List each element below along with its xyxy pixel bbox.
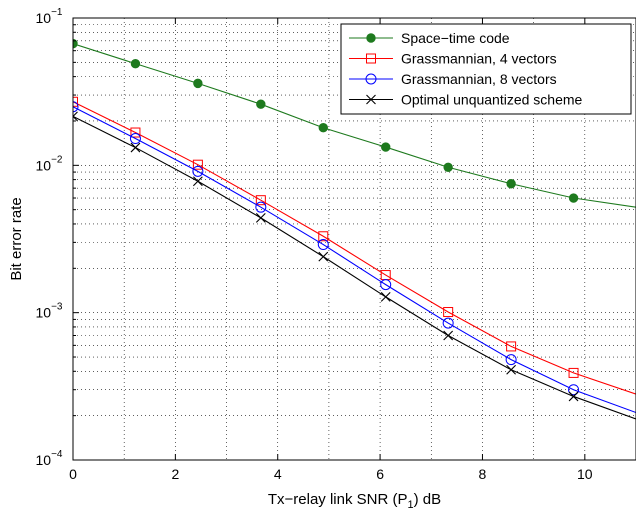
data-point bbox=[506, 364, 517, 375]
data-point bbox=[73, 96, 78, 107]
data-point bbox=[568, 391, 579, 402]
x-tick-label: 8 bbox=[479, 466, 487, 482]
x-tick-label: 6 bbox=[376, 466, 384, 482]
data-point bbox=[73, 101, 79, 113]
series-layer bbox=[73, 38, 636, 420]
data-point bbox=[130, 142, 141, 153]
x-tick-label: 2 bbox=[171, 466, 179, 482]
x-axis-label: Tx−relay link SNR (P1) dB bbox=[268, 491, 441, 511]
data-point bbox=[506, 179, 516, 189]
y-tick-label: 10−1 bbox=[36, 7, 63, 26]
data-point bbox=[380, 291, 391, 302]
data-point bbox=[130, 127, 141, 138]
series-line bbox=[73, 43, 636, 208]
data-point bbox=[318, 251, 329, 262]
x-tick-label: 4 bbox=[274, 466, 282, 482]
series-line bbox=[73, 101, 636, 395]
series-1 bbox=[73, 96, 636, 395]
data-point bbox=[255, 212, 266, 223]
data-point bbox=[317, 239, 329, 251]
data-point bbox=[318, 123, 328, 133]
legend-label: Space−time code bbox=[401, 30, 510, 46]
data-point bbox=[129, 133, 141, 145]
data-point bbox=[443, 307, 454, 318]
x-tick-label: 0 bbox=[69, 466, 77, 482]
x-tick-label: 10 bbox=[577, 466, 593, 482]
data-point bbox=[568, 384, 580, 396]
grid bbox=[73, 18, 636, 460]
data-point bbox=[568, 193, 579, 203]
data-point bbox=[192, 165, 204, 177]
data-point bbox=[130, 58, 141, 69]
series-0 bbox=[73, 38, 636, 208]
series-2 bbox=[73, 101, 636, 414]
y-tick-label: 10−3 bbox=[36, 302, 63, 321]
ticks bbox=[72, 18, 586, 461]
data-point bbox=[568, 367, 579, 378]
data-point bbox=[381, 142, 391, 152]
data-point bbox=[443, 162, 453, 172]
y-axis-label: Bit error rate bbox=[8, 197, 25, 280]
legend-marker bbox=[366, 53, 376, 64]
y-tick-label: 10−4 bbox=[36, 449, 63, 468]
data-point bbox=[443, 330, 454, 341]
data-point bbox=[256, 99, 266, 109]
series-line bbox=[73, 106, 636, 414]
legend-label: Optimal unquantized scheme bbox=[401, 92, 583, 108]
legend-marker bbox=[366, 94, 376, 105]
legend-label: Grassmannian, 4 vectors bbox=[401, 51, 557, 67]
data-point bbox=[193, 78, 203, 89]
data-point bbox=[380, 279, 392, 291]
data-point bbox=[73, 111, 78, 122]
legend-label: Grassmannian, 8 vectors bbox=[401, 71, 557, 87]
data-point bbox=[506, 341, 517, 352]
data-point bbox=[192, 159, 203, 170]
data-point bbox=[505, 354, 517, 366]
legend-marker bbox=[365, 73, 377, 85]
series-line bbox=[73, 115, 636, 420]
legend: Space−time code Grassmannian, 4 vectors Gr… bbox=[340, 23, 632, 115]
data-point bbox=[255, 201, 267, 213]
data-point bbox=[318, 231, 329, 242]
data-point bbox=[192, 176, 203, 187]
legend-marker bbox=[366, 33, 376, 43]
data-point bbox=[255, 195, 266, 206]
tick-labels: 0 2 4 6 8 10 10−1 10−2 10−3 10−4 bbox=[36, 7, 593, 482]
data-point bbox=[442, 317, 454, 329]
plot-frame bbox=[72, 17, 636, 461]
series-3 bbox=[73, 111, 636, 420]
y-tick-label: 10−2 bbox=[36, 154, 63, 173]
